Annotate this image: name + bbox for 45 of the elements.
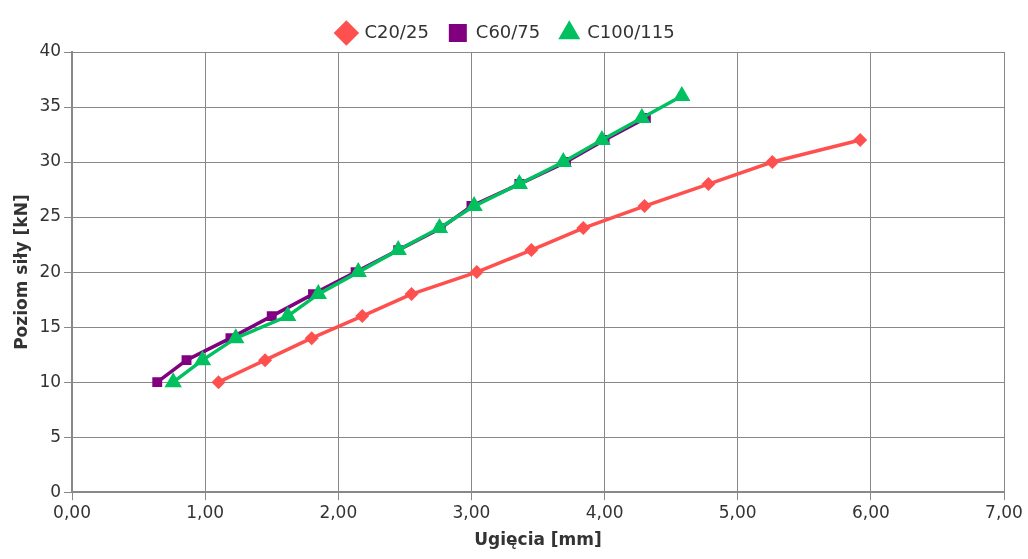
y-tick-label: 0 (50, 480, 62, 501)
point (554, 152, 572, 168)
legend-label: C60/75 (475, 20, 541, 42)
x-tick-label: 7,00 (985, 501, 1023, 522)
x-tick-label: 2,00 (319, 501, 358, 522)
point (524, 243, 539, 258)
x-tick-label: 6,00 (851, 501, 890, 522)
y-tick-label: 20 (39, 260, 62, 281)
point (701, 177, 716, 192)
point (510, 174, 529, 190)
legend-label: C100/115 (587, 20, 675, 42)
x-axis-title: Ugięcia [mm] (474, 529, 602, 550)
x-tick-label: 3,00 (452, 501, 491, 522)
y-tick-label: 35 (39, 95, 62, 116)
point (576, 221, 591, 236)
y-tick-label: 30 (39, 150, 62, 171)
point (465, 196, 483, 212)
legend-label: C20/25 (364, 20, 429, 42)
point (469, 265, 484, 280)
point (211, 375, 226, 390)
point (853, 133, 868, 148)
point (389, 240, 407, 256)
point (637, 199, 652, 214)
point (349, 262, 367, 278)
y-tick-label: 10 (39, 370, 62, 391)
point (355, 309, 370, 324)
y-tick-label: 40 (39, 40, 62, 61)
x-tick-label: 1,00 (186, 501, 225, 522)
point (152, 377, 163, 388)
point (430, 218, 449, 234)
y-tick-label: 25 (39, 205, 62, 226)
point (673, 86, 691, 102)
y-tick-label: 15 (39, 315, 62, 336)
point (266, 311, 277, 322)
point (258, 353, 273, 368)
y-axis-title: Poziom siły [kN] (10, 194, 31, 350)
point (633, 108, 651, 124)
x-tick-label: 5,00 (718, 501, 757, 522)
y-tick-label: 5 (50, 425, 62, 446)
point (181, 355, 192, 366)
x-tick-label: 0,00 (53, 501, 91, 522)
point (765, 155, 780, 170)
point (404, 287, 419, 302)
point (304, 331, 319, 346)
x-tick-label: 4,00 (585, 501, 624, 522)
